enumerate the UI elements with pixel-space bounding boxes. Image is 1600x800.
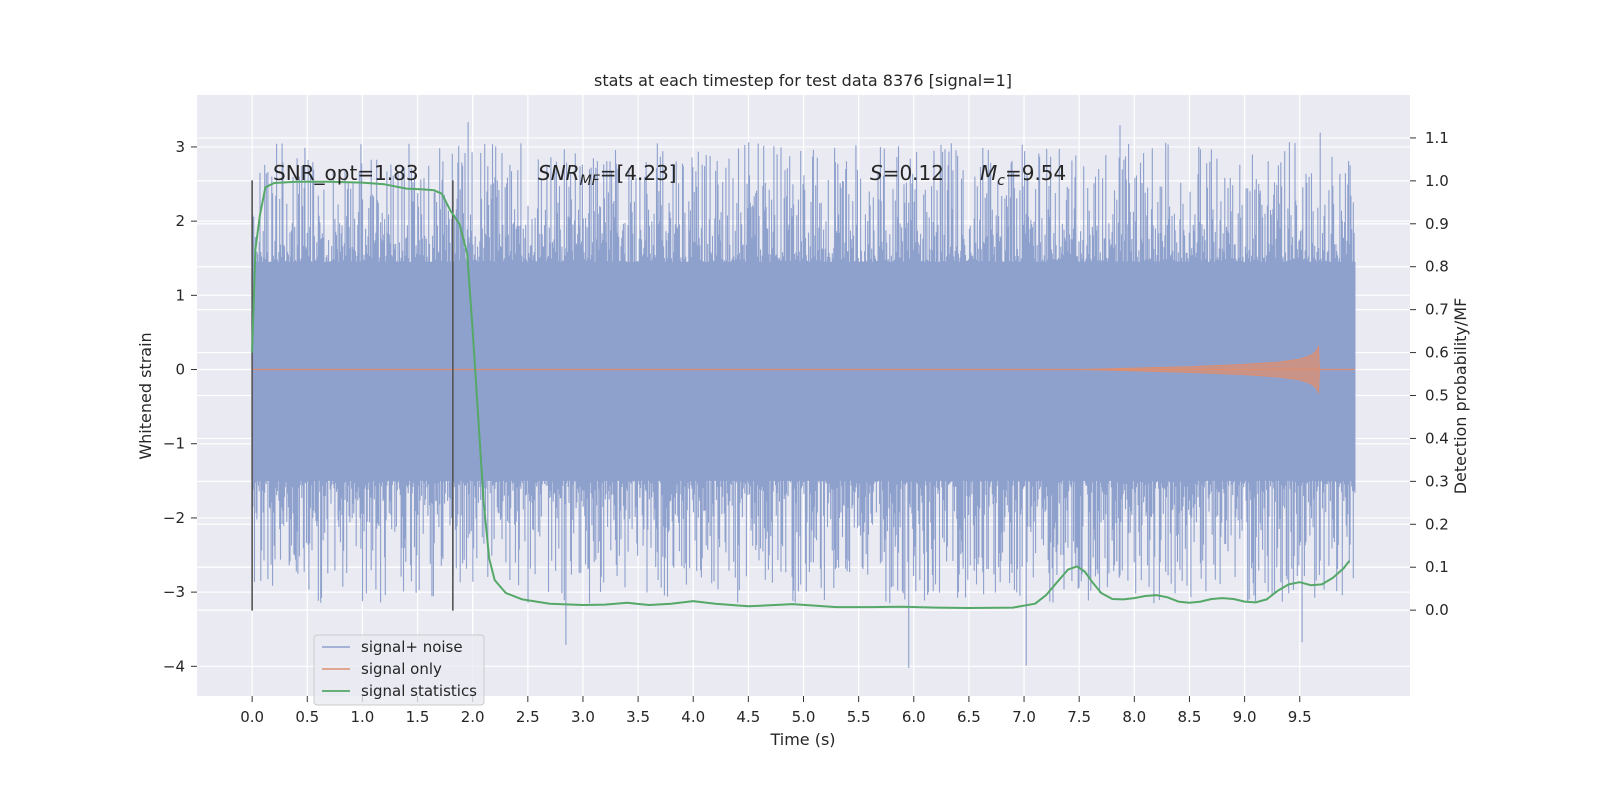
y-right-tick-label: 1.0 <box>1425 172 1449 190</box>
mc-symbol: M <box>980 161 997 185</box>
y-tick-label: −3 <box>163 583 185 601</box>
legend-label-signal-statistics: signal statistics <box>361 682 477 700</box>
s-symbol: S <box>870 161 883 185</box>
x-tick-label: 2.5 <box>516 708 540 726</box>
annotation-mc: Mc=9.54 <box>980 161 1066 189</box>
x-tick-label: 7.5 <box>1067 708 1091 726</box>
x-tick-label: 3.5 <box>626 708 650 726</box>
snr-mf-symbol: SNR <box>538 161 580 185</box>
x-tick-label: 0.0 <box>240 708 264 726</box>
y-right-tick-label: 0.9 <box>1425 215 1449 233</box>
annotation-snr-opt: SNR_opt=1.83 <box>273 161 419 185</box>
y-tick-label: −4 <box>163 657 185 675</box>
y-tick-label: 1 <box>175 286 185 304</box>
mc-subscript: c <box>997 173 1005 189</box>
y-tick-label: −2 <box>163 509 185 527</box>
y-axis-label: Whitened strain <box>136 332 155 459</box>
y-tick-label: 3 <box>175 138 185 156</box>
y-right-tick-label: 0.1 <box>1425 558 1449 576</box>
mc-value: =9.54 <box>1005 161 1066 185</box>
y-right-tick-label: 0.5 <box>1425 387 1449 405</box>
y-right-axis-label: Detection probability/MF <box>1451 298 1470 495</box>
x-tick-label: 6.5 <box>957 708 981 726</box>
series-signal-only <box>252 345 1355 394</box>
y-axis-ticks: 3 2 1 0 −1 −2 −3 −4 <box>163 138 197 675</box>
legend-label-signal-plus-noise: signal+ noise <box>361 638 463 656</box>
y-right-tick-label: 0.2 <box>1425 515 1449 533</box>
annotation-snr-mf: SNRMF=[4.23] <box>538 161 677 189</box>
snr-mf-value: =[4.23] <box>600 161 677 185</box>
x-tick-label: 0.5 <box>295 708 319 726</box>
window-markers <box>251 180 454 611</box>
signal-only-chirp <box>252 345 1321 394</box>
x-tick-label: 9.5 <box>1288 708 1312 726</box>
y-tick-label: 0 <box>175 361 185 379</box>
x-tick-label: 4.0 <box>681 708 705 726</box>
y-right-tick-label: 0.6 <box>1425 344 1449 362</box>
x-tick-label: 8.0 <box>1122 708 1146 726</box>
signal-statistics-line <box>251 180 1351 609</box>
y-right-tick-label: 0.0 <box>1425 601 1449 619</box>
x-tick-label: 7.0 <box>1012 708 1036 726</box>
y-right-tick-label: 0.7 <box>1425 301 1449 319</box>
x-tick-label: 4.5 <box>736 708 760 726</box>
annotations: SNR_opt=1.83 SNRMF=[4.23] S=0.12 Mc=9.54 <box>273 161 1066 189</box>
s-value: =0.12 <box>883 161 944 185</box>
snr-mf-subscript: MF <box>580 173 601 189</box>
x-axis-label: Time (s) <box>769 730 835 749</box>
chart-title: stats at each timestep for test data 837… <box>594 71 1012 90</box>
x-tick-label: 1.0 <box>350 708 374 726</box>
y-right-tick-label: 0.8 <box>1425 258 1449 276</box>
annotation-s: S=0.12 <box>870 161 944 185</box>
legend-label-signal-only: signal only <box>361 660 442 678</box>
x-tick-label: 9.0 <box>1233 708 1257 726</box>
legend: signal+ noise signal only signal statist… <box>313 634 485 706</box>
x-tick-label: 6.0 <box>902 708 926 726</box>
x-tick-label: 5.0 <box>792 708 816 726</box>
y-tick-label: −1 <box>163 435 185 453</box>
y-right-tick-label: 0.3 <box>1425 472 1449 490</box>
x-tick-label: 1.5 <box>406 708 430 726</box>
x-tick-label: 3.0 <box>571 708 595 726</box>
y-right-axis-ticks: 1.1 1.0 0.9 0.8 0.7 0.6 0.5 0.4 0.3 0.2 0.1 0.0 <box>1410 129 1449 619</box>
y-right-tick-label: 0.4 <box>1425 429 1449 447</box>
y-right-tick-label: 1.1 <box>1425 129 1449 147</box>
x-tick-label: 2.0 <box>461 708 485 726</box>
x-tick-label: 5.5 <box>847 708 871 726</box>
x-axis-ticks: 0.0 0.5 1.0 1.5 2.0 2.5 3.0 3.5 4.0 4.5 5.0 5.5 6.0 6… <box>240 696 1312 726</box>
legend-box <box>313 634 485 706</box>
series-signal-statistics <box>251 180 1351 609</box>
x-tick-label: 8.5 <box>1178 708 1202 726</box>
y-tick-label: 2 <box>175 212 185 230</box>
